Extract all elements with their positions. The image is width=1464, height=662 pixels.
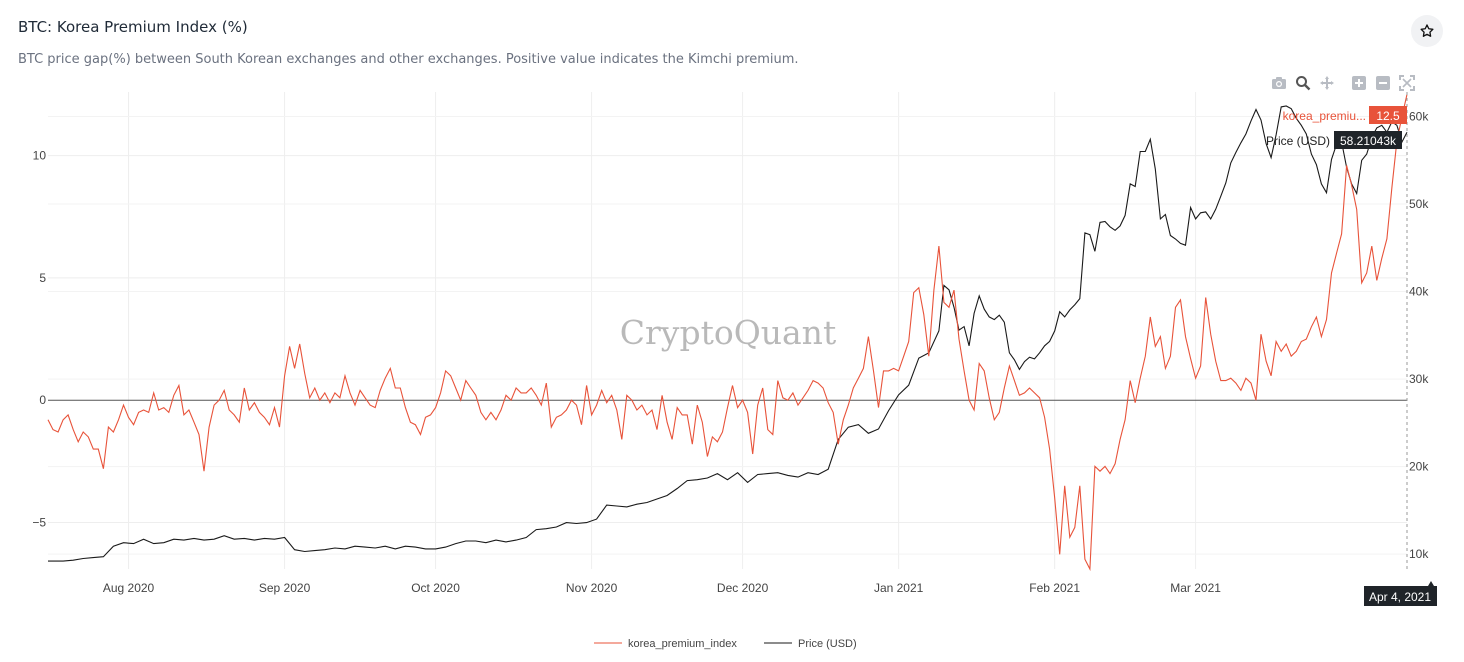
y-right-tick-label: 20k xyxy=(1409,460,1429,474)
zoom-in-icon xyxy=(1352,76,1366,90)
chart-modebar xyxy=(1268,74,1418,92)
star-icon xyxy=(1420,24,1434,37)
chart-subtitle: BTC price gap(%) between South Korean ex… xyxy=(18,52,799,67)
y-right-tick-label: 60k xyxy=(1409,110,1429,124)
x-axis-ticks: Aug 2020 Sep 2020 Oct 2020 Nov 2020 Dec 2020… xyxy=(103,581,1221,595)
legend-price-label[interactable]: Price (USD) xyxy=(798,638,857,650)
hover-date-value: Apr 4, 2021 xyxy=(1369,590,1431,604)
y-right-tick-label: 10k xyxy=(1409,547,1429,561)
y-axis-left-ticks: −5 0 5 10 xyxy=(32,149,46,530)
zoom-icon xyxy=(1296,76,1311,91)
x-tick-label: Feb 2021 xyxy=(1029,581,1080,595)
hover-premium-value: 12.5 xyxy=(1376,109,1400,123)
zoom-button[interactable] xyxy=(1292,74,1314,92)
hover-date-box xyxy=(1364,581,1437,606)
hover-premium-label: korea_premiu... xyxy=(1283,109,1366,123)
pan-button[interactable] xyxy=(1316,74,1338,92)
zoom-out-icon xyxy=(1376,76,1390,90)
autoscale-icon xyxy=(1399,75,1415,91)
favorite-button[interactable] xyxy=(1411,15,1443,47)
premium-series-line[interactable] xyxy=(47,94,1408,572)
y-left-tick-label: 5 xyxy=(39,271,46,285)
x-gridlines xyxy=(128,92,1197,569)
x-tick-label: Oct 2020 xyxy=(411,581,460,595)
x-tick-label: Sep 2020 xyxy=(259,581,311,595)
x-tick-label: Mar 2021 xyxy=(1170,581,1221,595)
y-right-tick-label: 30k xyxy=(1409,372,1429,386)
x-tick-label: Dec 2020 xyxy=(717,581,769,595)
camera-button[interactable] xyxy=(1268,74,1290,92)
hover-label-premium: korea_premiu... 12.5 xyxy=(1283,106,1407,124)
hover-price-value: 58.21043k xyxy=(1340,134,1397,148)
y-right-tick-label: 50k xyxy=(1409,197,1429,211)
watermark: CryptoQuant xyxy=(620,313,836,352)
hover-premium-box xyxy=(1369,106,1407,124)
hover-price-box xyxy=(1334,131,1402,149)
x-tick-label: Aug 2020 xyxy=(103,581,155,595)
x-tick-label: Jan 2021 xyxy=(874,581,924,595)
y-left-tick-label: −5 xyxy=(32,516,46,530)
pan-icon xyxy=(1320,76,1334,90)
y-axis-right-ticks: 10k 20k 30k 40k 50k 60k xyxy=(1409,110,1429,562)
hover-label-price: Price (USD) 58.21043k xyxy=(1266,131,1402,149)
y-right-tick-label: 40k xyxy=(1409,285,1429,299)
y-left-tick-label: 0 xyxy=(39,393,46,407)
hover-price-label: Price (USD) xyxy=(1266,134,1330,148)
camera-icon xyxy=(1272,77,1286,89)
zoom-in-button[interactable] xyxy=(1348,74,1370,92)
legend[interactable]: korea_premium_index Price (USD) xyxy=(594,638,857,650)
y-left-tick-label: 10 xyxy=(33,149,47,163)
zoom-out-button[interactable] xyxy=(1372,74,1394,92)
chart-title: BTC: Korea Premium Index (%) xyxy=(18,18,248,36)
hover-date-label: Apr 4, 2021 xyxy=(1364,581,1437,606)
legend-premium-label[interactable]: korea_premium_index xyxy=(628,638,737,650)
x-tick-label: Nov 2020 xyxy=(566,581,618,595)
autoscale-button[interactable] xyxy=(1396,74,1418,92)
y-gridlines xyxy=(48,116,1407,555)
